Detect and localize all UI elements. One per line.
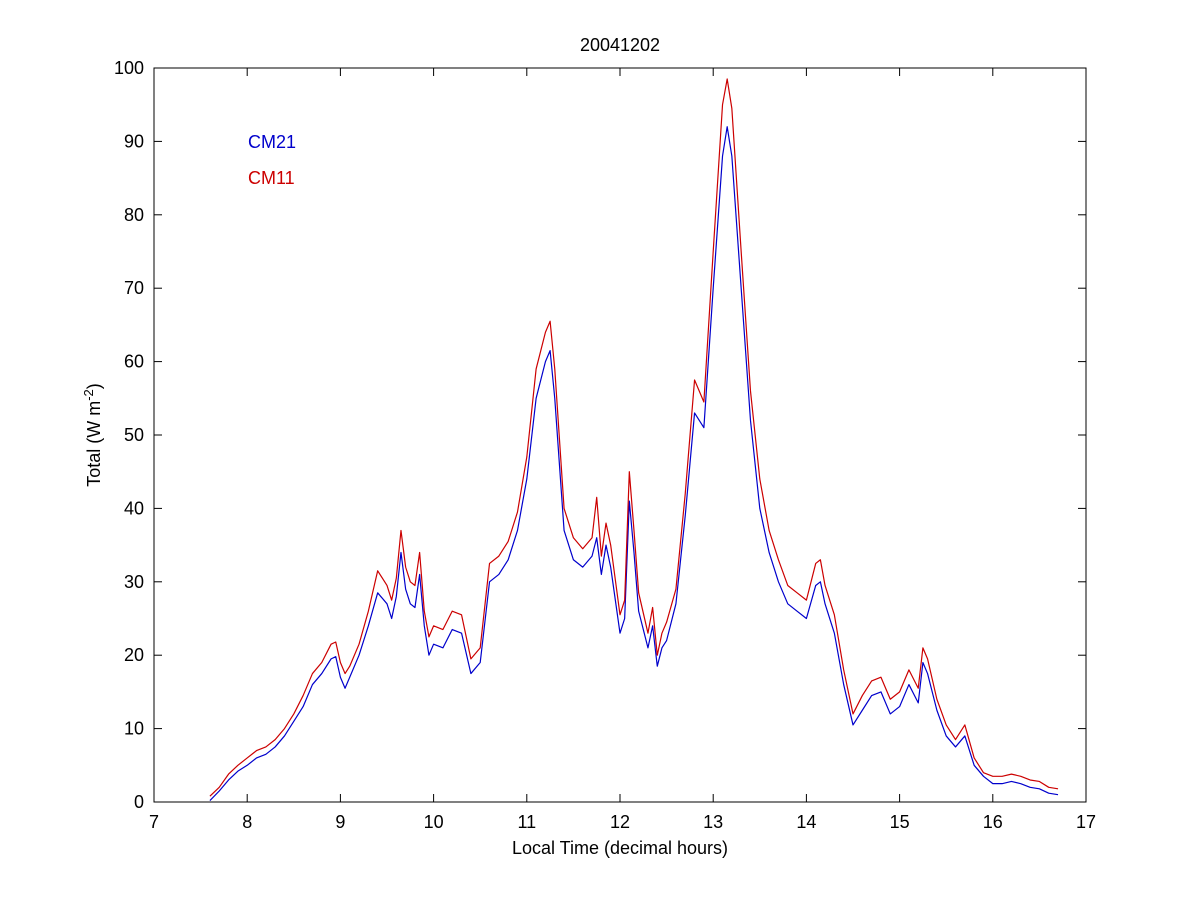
plot-area: 7 8 9 10 11 12 13 14 15 16 17 0 10 20 30 40 50 60 70 80 90 1…	[114, 58, 1096, 832]
x-tick-label-10: 10	[424, 812, 444, 832]
y-tick-label-30: 30	[124, 572, 144, 592]
y-tick-label-20: 20	[124, 645, 144, 665]
x-axis-label: Local Time (decimal hours)	[512, 838, 728, 858]
legend-entry-cm11: CM11	[248, 168, 295, 188]
series-layer	[209, 78, 1059, 801]
y-tick-label-80: 80	[124, 205, 144, 225]
y-axis-label-main: Total (W m	[84, 401, 104, 487]
legend: CM21 CM11	[248, 132, 296, 188]
x-tick-label-9: 9	[335, 812, 345, 832]
x-tick-label-13: 13	[703, 812, 723, 832]
series-line-cm11	[209, 78, 1059, 797]
x-tick-label-8: 8	[242, 812, 252, 832]
y-tick-label-90: 90	[124, 131, 144, 151]
x-tick-label-16: 16	[983, 812, 1003, 832]
y-tick-label-100: 100	[114, 58, 144, 78]
chart-title: 20041202	[580, 35, 660, 55]
y-axis-label-superscript: -2	[81, 389, 96, 401]
y-axis-label-close: )	[84, 383, 104, 389]
y-tick-label-70: 70	[124, 278, 144, 298]
x-tick-label-12: 12	[610, 812, 630, 832]
x-axis: 7 8 9 10 11 12 13 14 15 16 17	[149, 68, 1096, 832]
legend-entry-cm21: CM21	[248, 132, 296, 152]
x-tick-label-14: 14	[796, 812, 816, 832]
y-tick-label-0: 0	[134, 792, 144, 812]
y-tick-label-50: 50	[124, 425, 144, 445]
y-axis: 0 10 20 30 40 50 60 70 80 90 100	[114, 58, 1086, 812]
x-tick-label-7: 7	[149, 812, 159, 832]
x-tick-label-15: 15	[890, 812, 910, 832]
y-tick-label-60: 60	[124, 352, 144, 372]
y-tick-label-40: 40	[124, 498, 144, 518]
x-tick-label-17: 17	[1076, 812, 1096, 832]
series-line-cm21	[209, 126, 1059, 801]
y-tick-label-10: 10	[124, 719, 144, 739]
x-tick-label-11: 11	[517, 812, 536, 832]
y-axis-label: Total (W m-2)	[81, 383, 104, 487]
